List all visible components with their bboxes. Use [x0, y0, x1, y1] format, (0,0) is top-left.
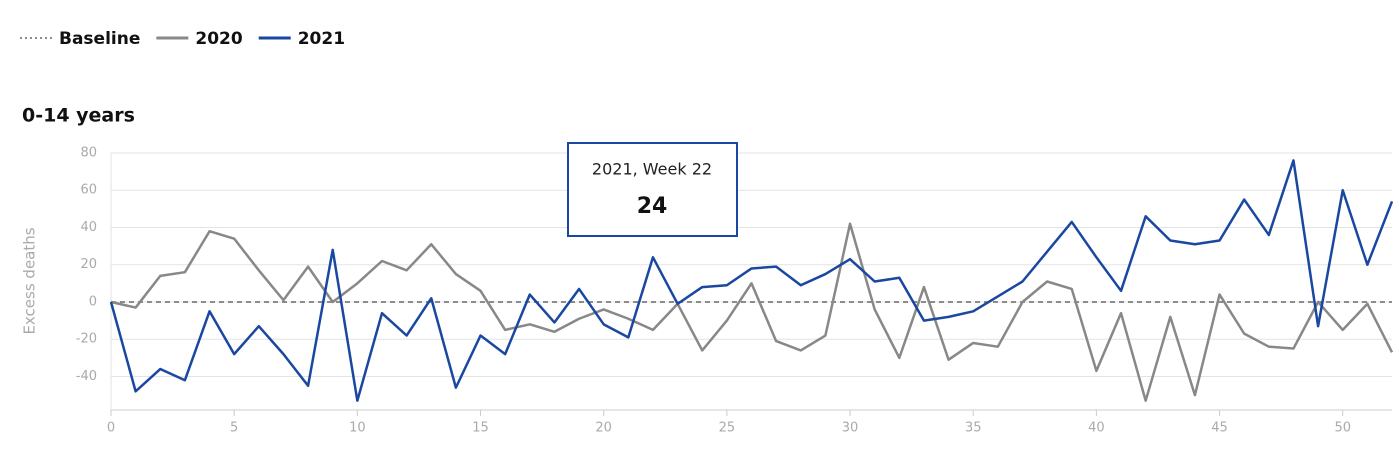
legend-label: 2021: [298, 29, 345, 49]
x-tick-label: 25: [719, 421, 736, 436]
y-tick-label: 40: [80, 220, 97, 235]
legend-item: 2021: [258, 29, 345, 49]
tooltip-value: 24: [637, 194, 668, 219]
x-tick-label: 40: [1088, 421, 1105, 436]
x-tick-label: 10: [349, 421, 366, 436]
y-tick-label: 0: [89, 294, 97, 309]
legend-label: Baseline: [59, 29, 140, 49]
x-tick-label: 15: [472, 421, 489, 436]
x-tick-label: 35: [965, 421, 982, 436]
y-tick-label: 80: [80, 146, 97, 161]
y-tick-label: -40: [76, 369, 97, 384]
x-tick-label: 20: [595, 421, 612, 436]
x-tick-label: 50: [1334, 421, 1351, 436]
tooltip-box: [567, 142, 738, 237]
series-line: [110, 222, 1394, 402]
legend-item: 2020: [156, 29, 243, 49]
x-tick-label: 30: [842, 421, 859, 436]
legend-item: Baseline: [20, 29, 140, 49]
y-tick-label: -20: [76, 332, 97, 347]
x-tick-label: 45: [1211, 421, 1228, 436]
x-tick-label: 0: [107, 421, 115, 436]
tooltip-title: 2021, Week 22: [592, 160, 712, 179]
chart-title: 0-14 years: [22, 105, 135, 127]
tooltip: 2021, Week 22 24: [567, 142, 738, 237]
legend-label: 2020: [195, 29, 242, 49]
y-tick-label: 60: [80, 183, 97, 198]
y-tick-label: 20: [80, 257, 97, 272]
x-tick-label: 5: [230, 421, 238, 436]
y-axis-label: Excess deaths: [21, 227, 39, 334]
series-line: [109, 159, 1394, 402]
